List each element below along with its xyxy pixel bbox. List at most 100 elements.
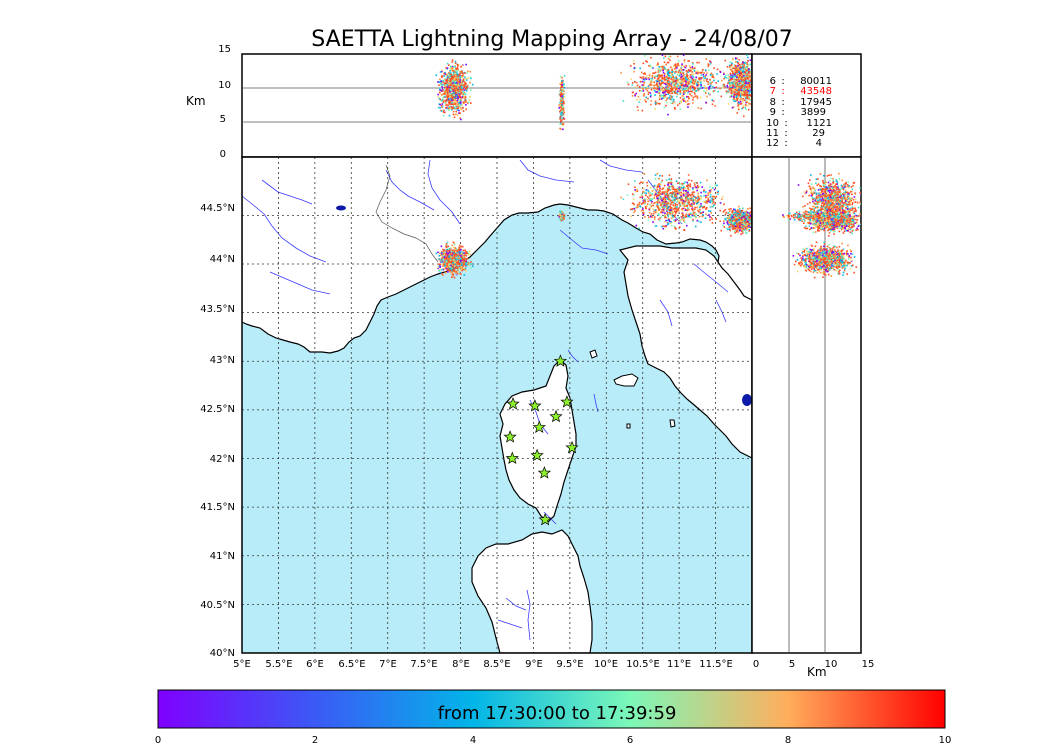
- top-source: [744, 76, 747, 78]
- top-source: [677, 81, 679, 83]
- top-source: [652, 87, 655, 90]
- map-source: [447, 245, 450, 248]
- top-source: [649, 84, 652, 87]
- top-source: [448, 114, 451, 117]
- top-source: [560, 94, 563, 96]
- map-source: [634, 206, 637, 209]
- map-source: [462, 251, 465, 254]
- map-source: [681, 199, 684, 201]
- map-source: [457, 252, 460, 254]
- top-source: [745, 72, 748, 74]
- top-source: [712, 76, 715, 78]
- stat-row-count: 17945: [800, 97, 832, 108]
- map-source: [632, 198, 635, 200]
- top-source: [747, 71, 750, 73]
- top-source: [560, 102, 562, 105]
- top-source: [701, 87, 704, 89]
- map-source: [671, 215, 674, 218]
- top-source: [467, 77, 470, 79]
- top-source: [731, 86, 734, 89]
- top-source: [463, 89, 466, 91]
- top-source: [703, 85, 706, 87]
- map-source: [686, 214, 689, 217]
- top-source: [558, 107, 560, 109]
- top-source: [695, 79, 698, 81]
- top-source: [650, 84, 653, 86]
- map-source: [470, 263, 472, 265]
- top-source: [648, 78, 651, 81]
- map-source: [734, 208, 736, 211]
- top-source: [750, 71, 752, 74]
- top-source: [733, 82, 736, 84]
- map-source: [464, 254, 466, 256]
- map-source: [644, 216, 646, 218]
- top-source: [742, 71, 744, 73]
- top-source: [681, 63, 683, 65]
- map-source: [627, 183, 630, 186]
- map-source: [660, 181, 663, 183]
- top-source: [451, 85, 453, 88]
- map-source: [654, 191, 657, 193]
- map-source: [671, 210, 674, 213]
- top-source: [561, 93, 564, 95]
- top-source: [451, 61, 454, 63]
- top-source: [439, 89, 441, 91]
- map-source: [449, 271, 451, 273]
- map-source: [713, 197, 715, 199]
- map-source: [446, 241, 449, 244]
- top-source: [748, 80, 750, 82]
- map-source: [450, 258, 453, 261]
- map-source: [442, 248, 444, 251]
- map-source: [653, 184, 656, 187]
- map-source: [464, 259, 467, 262]
- map-source: [636, 189, 638, 192]
- top-source: [464, 87, 467, 89]
- top-source: [740, 91, 743, 94]
- map-source: [647, 219, 650, 221]
- top-source: [689, 74, 692, 76]
- map-source: [711, 200, 713, 203]
- top-source: [667, 82, 669, 85]
- sardinia-island: [471, 529, 593, 653]
- map-source: [661, 208, 663, 211]
- top-source: [454, 74, 457, 77]
- top-source: [737, 67, 740, 69]
- map-source: [450, 247, 452, 250]
- map-source: [446, 262, 449, 265]
- top-source: [686, 79, 689, 82]
- top-source: [688, 86, 690, 88]
- map-source: [454, 271, 457, 274]
- map-source: [459, 257, 462, 260]
- top-source: [696, 97, 699, 100]
- top-source: [442, 109, 445, 112]
- map-source: [470, 267, 472, 269]
- top-source: [747, 68, 750, 71]
- top-source: [461, 96, 464, 99]
- top-source: [714, 105, 716, 107]
- map-source: [682, 195, 685, 197]
- map-source: [462, 249, 465, 252]
- map-source: [654, 209, 656, 211]
- map-source: [622, 198, 625, 201]
- map-source: [676, 194, 679, 197]
- map-source: [453, 250, 455, 252]
- map-source: [642, 202, 645, 204]
- top-source: [450, 106, 453, 109]
- map-source: [446, 258, 449, 260]
- top-source: [449, 95, 452, 98]
- map-source: [446, 260, 449, 263]
- map-source: [663, 220, 666, 223]
- top-source: [669, 55, 672, 58]
- map-source: [659, 201, 661, 204]
- map-source: [711, 218, 714, 220]
- top-source: [734, 100, 737, 103]
- top-source: [737, 86, 739, 88]
- top-source: [463, 100, 466, 103]
- top-source: [463, 86, 465, 88]
- top-source: [681, 80, 684, 82]
- map-source: [701, 215, 703, 218]
- map-source: [682, 204, 685, 207]
- map-source: [450, 267, 452, 270]
- top-source: [675, 79, 677, 82]
- map-source: [668, 185, 670, 188]
